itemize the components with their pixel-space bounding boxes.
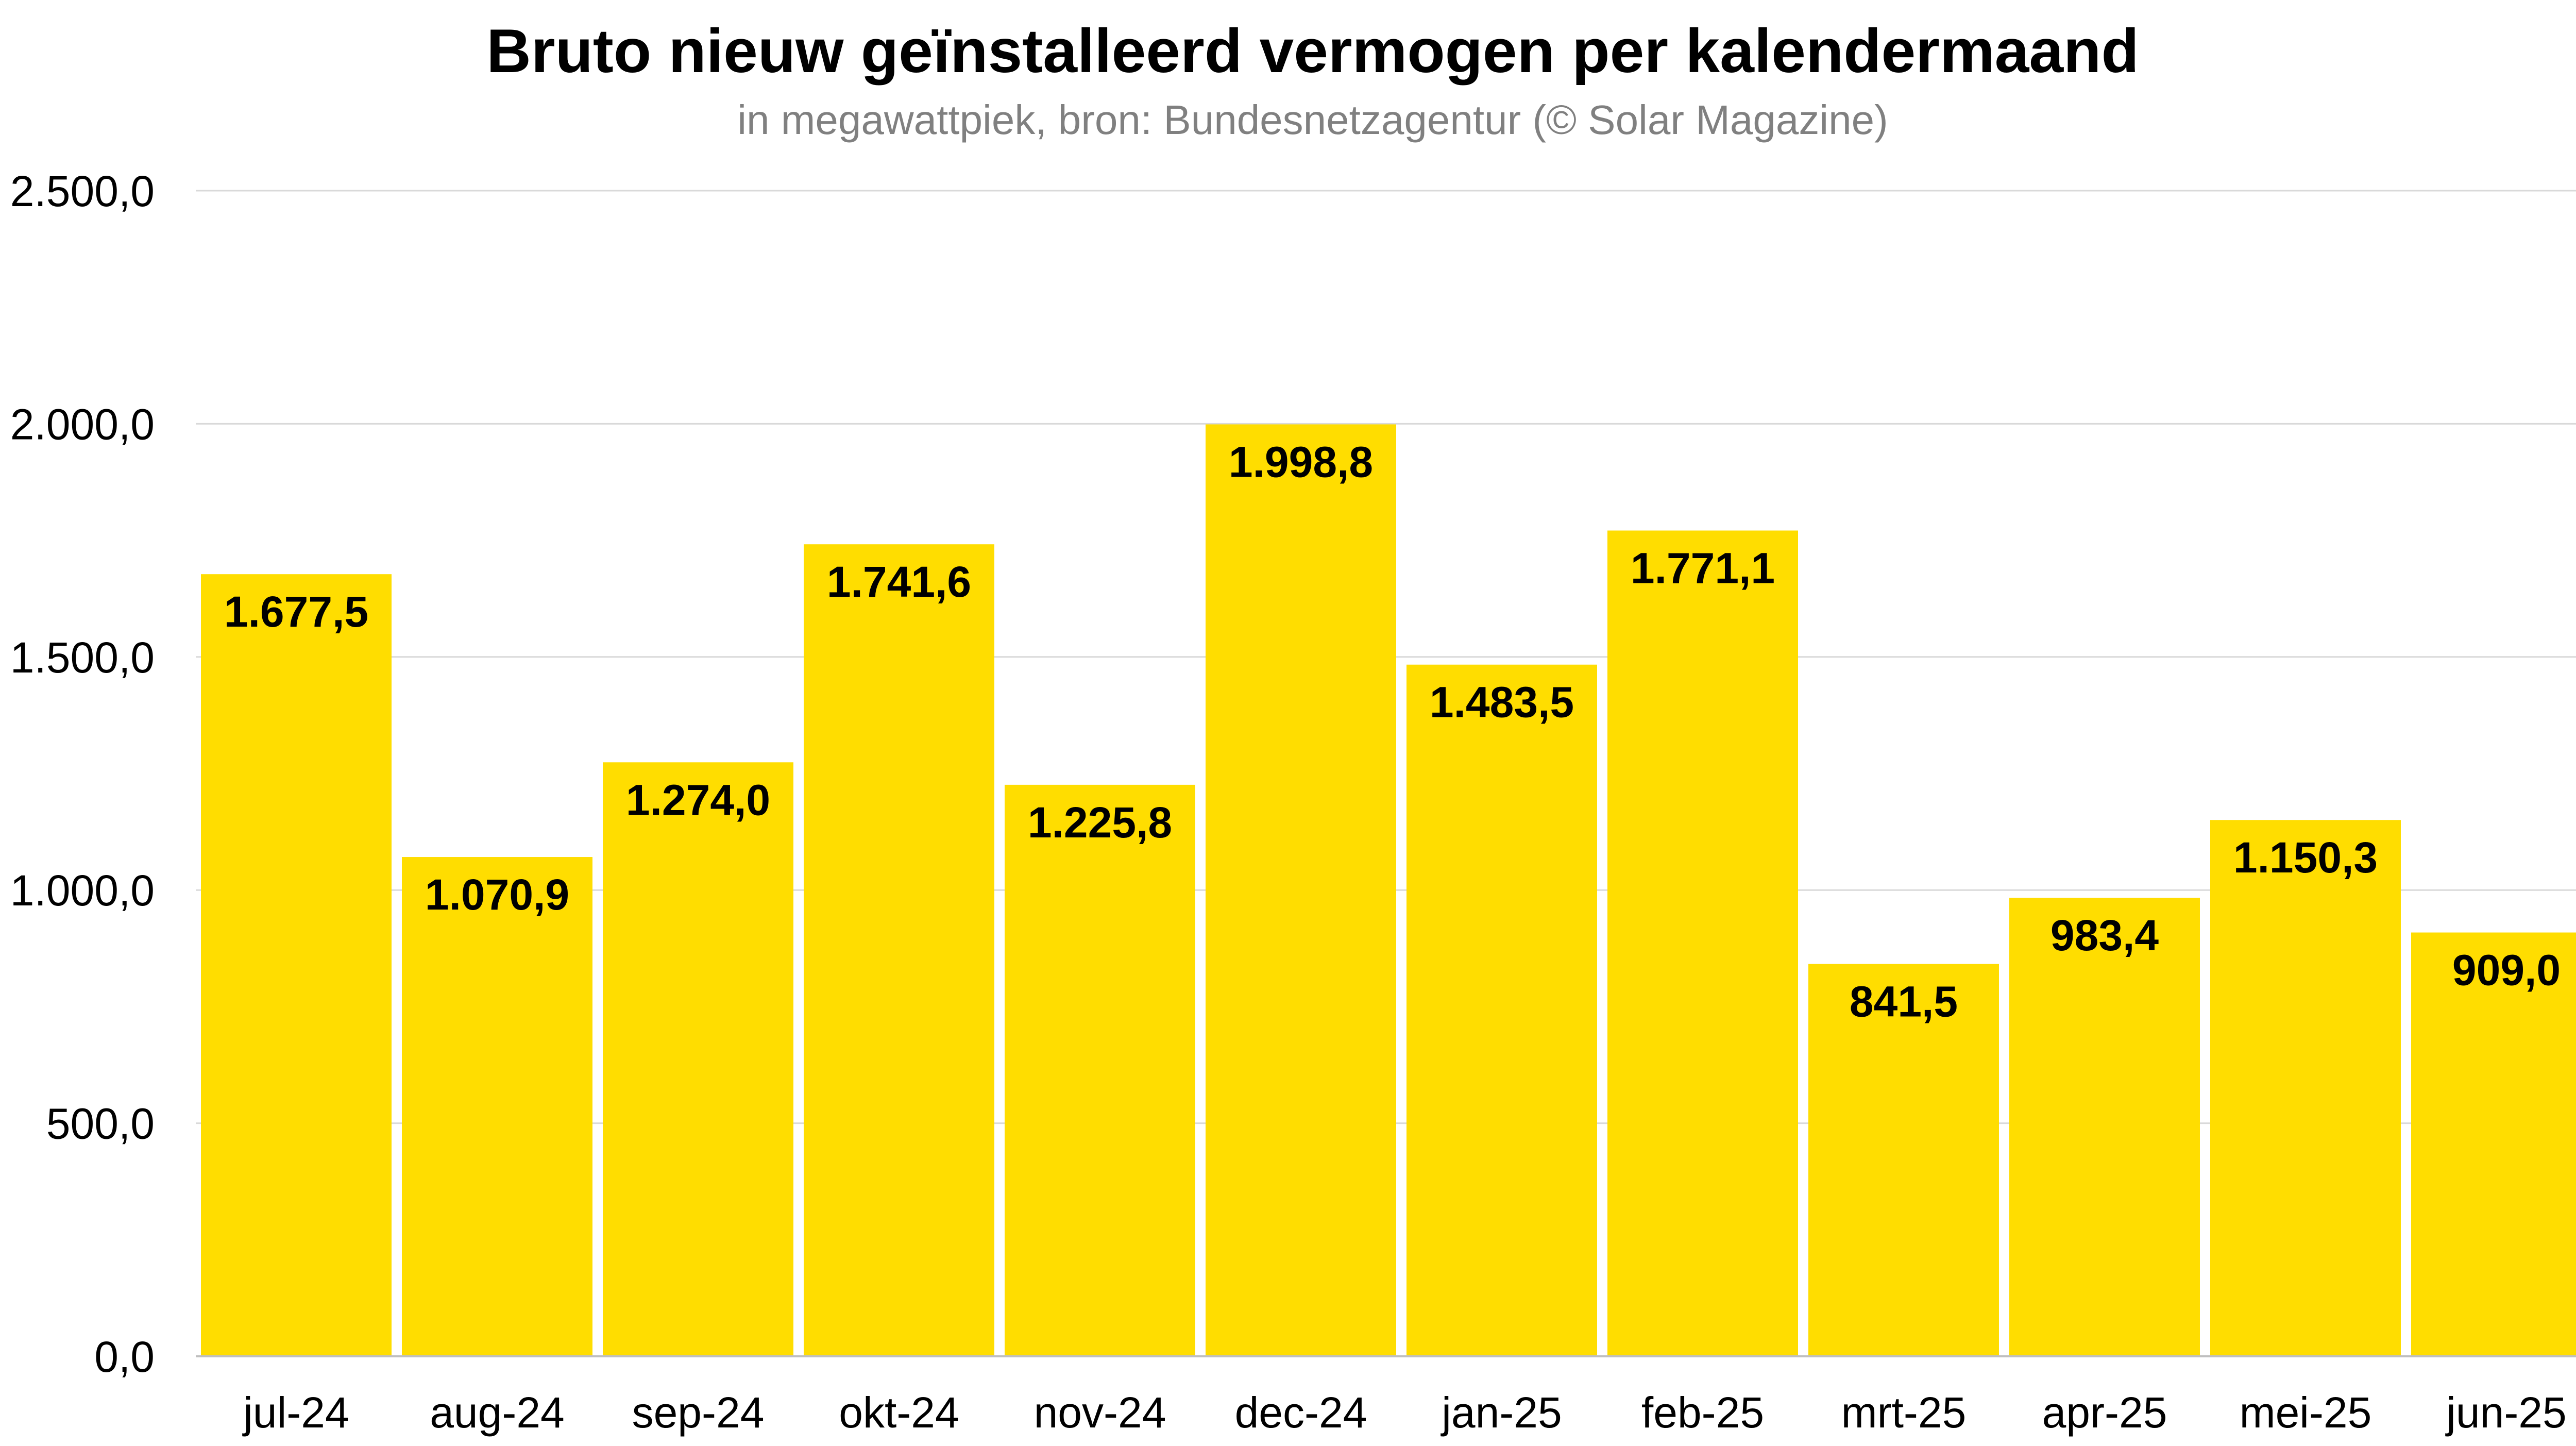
bar [1808,964,1999,1356]
bar [1005,784,1195,1356]
data-label: 983,4 [2050,911,2159,960]
chart-title: Bruto nieuw geïnstalleerd vermogen per k… [486,16,2139,86]
y-tick-label: 2.000,0 [10,400,155,448]
data-label: 1.483,5 [1430,678,1574,727]
x-tick-label: mrt-25 [1841,1388,1967,1437]
data-label: 909,0 [2452,946,2561,995]
y-tick-label: 0,0 [94,1333,155,1381]
bar [2411,932,2576,1356]
bar [603,762,793,1356]
x-tick-label: jul-24 [242,1388,349,1437]
bar [1406,664,1597,1356]
x-tick-label: apr-25 [2042,1388,2167,1437]
x-axis: jul-24 aug-24 sep-24 okt-24 nov-24 dec-24 jan-… [196,1355,2576,1437]
data-label: 1.741,6 [827,558,971,606]
bar [1607,530,1798,1356]
data-label: 1.274,0 [626,776,770,824]
data-label: 1.771,1 [1631,544,1775,593]
data-labels: 1.677,5 1.070,9 1.274,0 1.741,6 1.225,8 1.998… [224,438,2561,1025]
y-tick-label: 2.500,0 [10,167,155,215]
bar [2009,898,2200,1356]
bar [201,574,392,1356]
bar [804,544,994,1356]
x-tick-label: jan-25 [1440,1388,1562,1437]
bar [402,857,592,1356]
gridlines [196,190,2576,1124]
x-tick-label: mei-25 [2240,1388,2372,1437]
x-tick-label: feb-25 [1641,1388,1764,1437]
data-label: 1.225,8 [1028,798,1172,847]
data-label: 1.070,9 [425,870,569,919]
x-tick-label: okt-24 [839,1388,959,1437]
data-label: 841,5 [1850,978,1958,1026]
data-label: 1.677,5 [224,587,368,636]
bar [1206,424,1396,1356]
chart-subtitle: in megawattpiek, bron: Bundesnetzagentur… [737,97,1888,143]
data-label: 1.998,8 [1229,438,1373,486]
x-tick-label: dec-24 [1235,1388,1367,1437]
data-label: 1.150,3 [2233,833,2378,882]
y-tick-label: 500,0 [46,1100,155,1148]
x-tick-label: sep-24 [632,1388,765,1437]
x-tick-label: jun-25 [2445,1388,2567,1437]
x-tick-label: aug-24 [430,1388,565,1437]
bar [2210,820,2401,1356]
x-tick-label: nov-24 [1034,1388,1166,1437]
bars [201,424,2576,1356]
y-tick-label: 1.000,0 [10,866,155,915]
y-tick-label: 1.500,0 [10,633,155,682]
y-axis: 0,0 500,0 1.000,0 1.500,0 2.000,0 2.500,0 [10,167,155,1381]
